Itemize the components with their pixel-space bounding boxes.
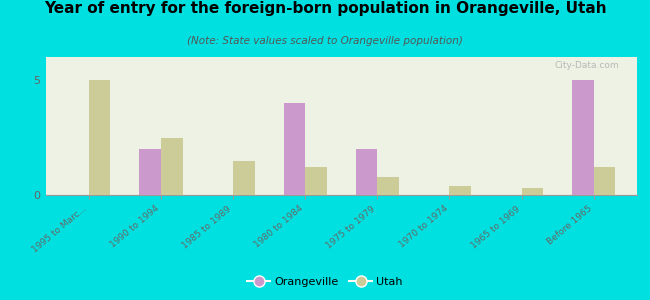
Text: (Note: State values scaled to Orangeville population): (Note: State values scaled to Orangevill… [187, 36, 463, 46]
Bar [306, 167, 327, 195]
Bar [449, 186, 471, 195]
Bar [572, 80, 593, 195]
Legend: Orangeville, Utah: Orangeville, Utah [243, 273, 407, 291]
Bar [161, 137, 183, 195]
Bar [233, 160, 255, 195]
Text: City-Data.com: City-Data.com [554, 61, 619, 70]
Bar [521, 188, 543, 195]
Bar [89, 80, 111, 195]
Text: Year of entry for the foreign-born population in Orangeville, Utah: Year of entry for the foreign-born popul… [44, 2, 606, 16]
Bar [283, 103, 305, 195]
Bar [593, 167, 616, 195]
Bar [356, 149, 377, 195]
Bar [139, 149, 161, 195]
Bar [377, 177, 399, 195]
